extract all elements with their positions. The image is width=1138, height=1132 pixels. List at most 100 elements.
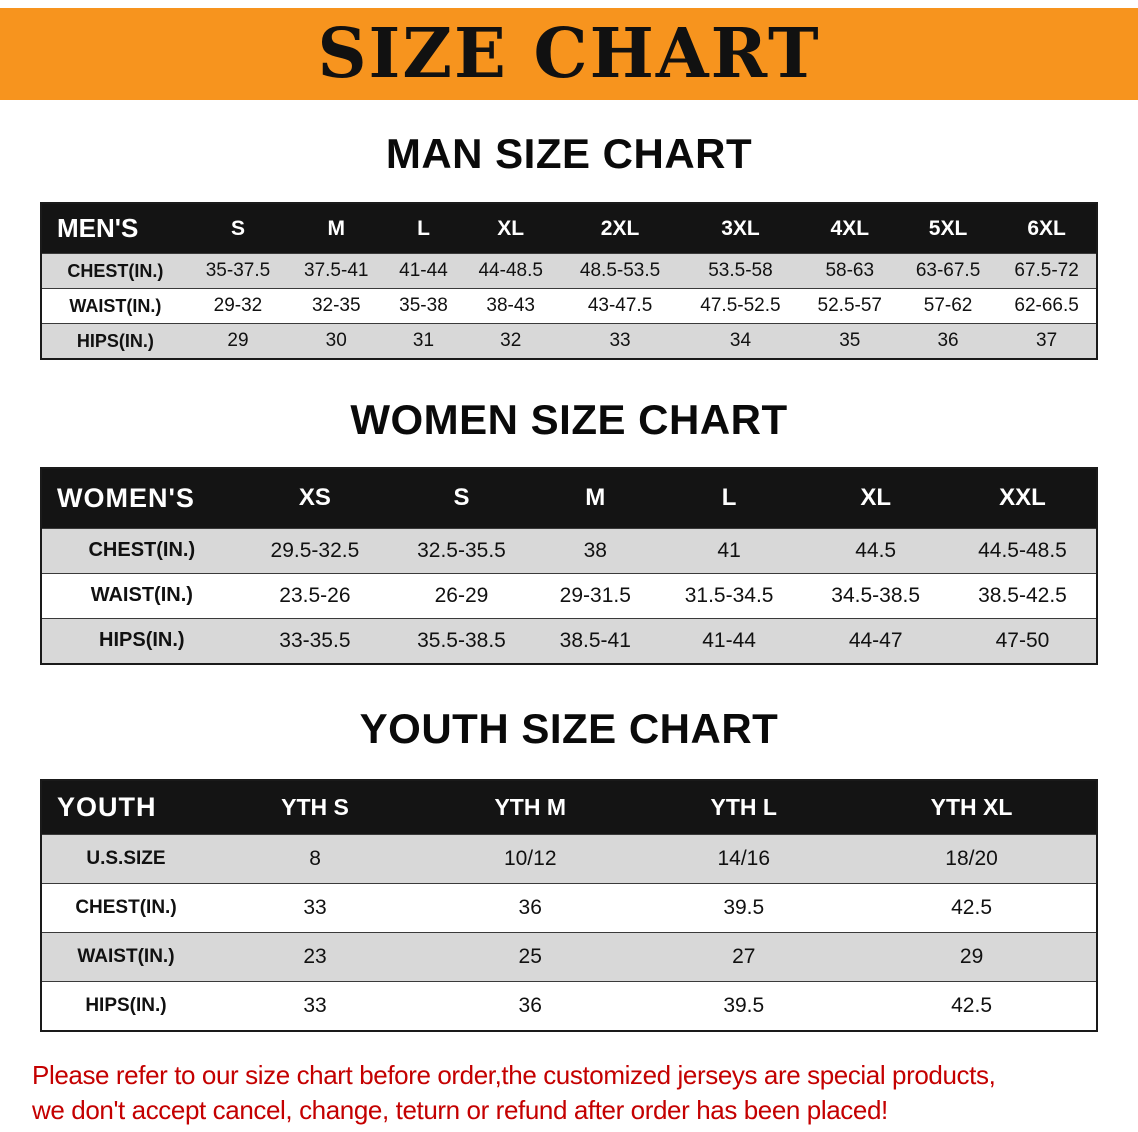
row-label: CHEST(IN.) [41, 882, 210, 933]
row-label: WAIST(IN.) [41, 931, 210, 982]
size-value: 47.5-52.5 [680, 288, 801, 324]
table-row: HIPS(IN.) 29 30 31 32 33 34 35 36 37 [41, 323, 1097, 360]
size-column-header: XXL [948, 467, 1097, 529]
size-value: 63-67.5 [898, 253, 998, 289]
row-label: HIPS(IN.) [41, 617, 242, 664]
size-column-header: YTH M [420, 779, 641, 835]
size-value: 42.5 [847, 882, 1097, 933]
size-value: 29-32 [188, 288, 288, 324]
table-row: CHEST(IN.) 33 36 39.5 42.5 [41, 882, 1097, 933]
table-row: CHEST(IN.) 35-37.5 37.5-41 41-44 44-48.5 48.5… [41, 253, 1097, 289]
size-value: 25 [420, 931, 641, 982]
size-value: 47-50 [948, 617, 1097, 664]
size-value: 33 [209, 980, 421, 1031]
size-value: 37 [997, 323, 1097, 360]
size-value: 53.5-58 [680, 253, 801, 289]
size-value: 35 [800, 323, 899, 360]
page-title: SIZE CHART [317, 14, 821, 94]
size-value: 32 [461, 323, 560, 360]
table-row: WAIST(IN.) 23 25 27 29 [41, 931, 1097, 982]
size-value: 33 [209, 882, 421, 933]
size-column-header: 2XL [559, 203, 681, 254]
size-value: 29 [188, 323, 288, 360]
size-value: 37.5-41 [287, 253, 386, 289]
row-label: HIPS(IN.) [41, 323, 189, 360]
youth-size-table: YOUTH YTH S YTH M YTH L YTH XL U.S.SIZE 8 10/12… [40, 778, 1098, 1032]
size-value: 52.5-57 [800, 288, 899, 324]
size-value: 39.5 [640, 980, 848, 1031]
size-column-header: XL [461, 203, 560, 254]
size-value: 44-47 [802, 617, 949, 664]
size-value: 35-37.5 [188, 253, 288, 289]
size-column-header: 3XL [680, 203, 801, 254]
table-row: CHEST(IN.) 29.5-32.5 32.5-35.5 38 41 44.5 44.5… [41, 527, 1097, 574]
size-chart-banner: SIZE CHART [0, 8, 1138, 100]
size-value: 57-62 [898, 288, 998, 324]
size-value: 36 [420, 980, 641, 1031]
size-value: 31.5-34.5 [655, 572, 803, 619]
size-value: 39.5 [640, 882, 848, 933]
size-value: 35.5-38.5 [388, 617, 535, 664]
table-row: WAIST(IN.) 29-32 32-35 35-38 38-43 43-47.5 47.… [41, 288, 1097, 324]
size-column-header: L [655, 467, 803, 529]
size-value: 33 [559, 323, 681, 360]
size-column-header: 6XL [997, 203, 1097, 254]
size-table-header-row: WOMEN'S XS S M L XL XXL [41, 467, 1097, 529]
size-column-header: 4XL [800, 203, 899, 254]
disclaimer-line-2: we don't accept cancel, change, teturn o… [32, 1094, 888, 1125]
row-label: U.S.SIZE [41, 833, 210, 884]
size-column-header: M [287, 203, 386, 254]
row-label: WAIST(IN.) [41, 572, 242, 619]
size-value: 35-38 [385, 288, 462, 324]
size-value: 29.5-32.5 [241, 527, 389, 574]
size-value: 23 [209, 931, 421, 982]
size-value: 32-35 [287, 288, 386, 324]
youth-size-chart-heading: YOUTH SIZE CHART [359, 704, 779, 752]
size-value: 44.5-48.5 [948, 527, 1097, 574]
size-table-header-row: MEN'S S M L XL 2XL 3XL 4XL 5XL 6XL [41, 203, 1097, 254]
row-label: CHEST(IN.) [41, 253, 189, 289]
table-row: HIPS(IN.) 33 36 39.5 42.5 [41, 980, 1097, 1031]
size-value: 44.5 [802, 527, 949, 574]
size-column-header: YTH L [640, 779, 848, 835]
table-title-cell: YOUTH [41, 779, 210, 835]
size-value: 34.5-38.5 [802, 572, 949, 619]
size-value: 26-29 [388, 572, 535, 619]
size-column-header: S [188, 203, 288, 254]
table-title-cell: MEN'S [41, 203, 189, 254]
size-value: 38.5-41 [534, 617, 656, 664]
size-value: 14/16 [640, 833, 848, 884]
women-size-table: WOMEN'S XS S M L XL XXL CHEST(IN.) 29.5-32.5 32.5… [40, 466, 1098, 665]
size-column-header: XS [241, 467, 389, 529]
women-size-chart-heading: WOMEN SIZE CHART [350, 396, 788, 444]
table-row: HIPS(IN.) 33-35.5 35.5-38.5 38.5-41 41-44 44-… [41, 617, 1097, 664]
size-value: 31 [385, 323, 462, 360]
size-column-header: S [388, 467, 535, 529]
size-value: 62-66.5 [997, 288, 1097, 324]
size-value: 36 [898, 323, 998, 360]
size-value: 41 [655, 527, 803, 574]
size-value: 41-44 [655, 617, 803, 664]
size-value: 30 [287, 323, 386, 360]
table-row: U.S.SIZE 8 10/12 14/16 18/20 [41, 833, 1097, 884]
size-value: 23.5-26 [241, 572, 389, 619]
size-value: 33-35.5 [241, 617, 389, 664]
size-value: 42.5 [847, 980, 1097, 1031]
size-value: 48.5-53.5 [559, 253, 681, 289]
size-value: 43-47.5 [559, 288, 681, 324]
size-value: 10/12 [420, 833, 641, 884]
size-column-header: 5XL [898, 203, 998, 254]
size-value: 8 [209, 833, 421, 884]
size-value: 44-48.5 [461, 253, 560, 289]
table-row: WAIST(IN.) 23.5-26 26-29 29-31.5 31.5-34.5 34… [41, 572, 1097, 619]
row-label: CHEST(IN.) [41, 527, 242, 574]
size-column-header: YTH S [209, 779, 421, 835]
men-size-table: MEN'S S M L XL 2XL 3XL 4XL 5XL 6XL CHEST(IN.) 35-37… [40, 202, 1098, 361]
size-column-header: L [385, 203, 462, 254]
disclaimer-line-1: Please refer to our size chart before or… [32, 1059, 996, 1090]
size-value: 18/20 [847, 833, 1097, 884]
size-value: 27 [640, 931, 848, 982]
size-value: 41-44 [385, 253, 462, 289]
size-value: 36 [420, 882, 641, 933]
